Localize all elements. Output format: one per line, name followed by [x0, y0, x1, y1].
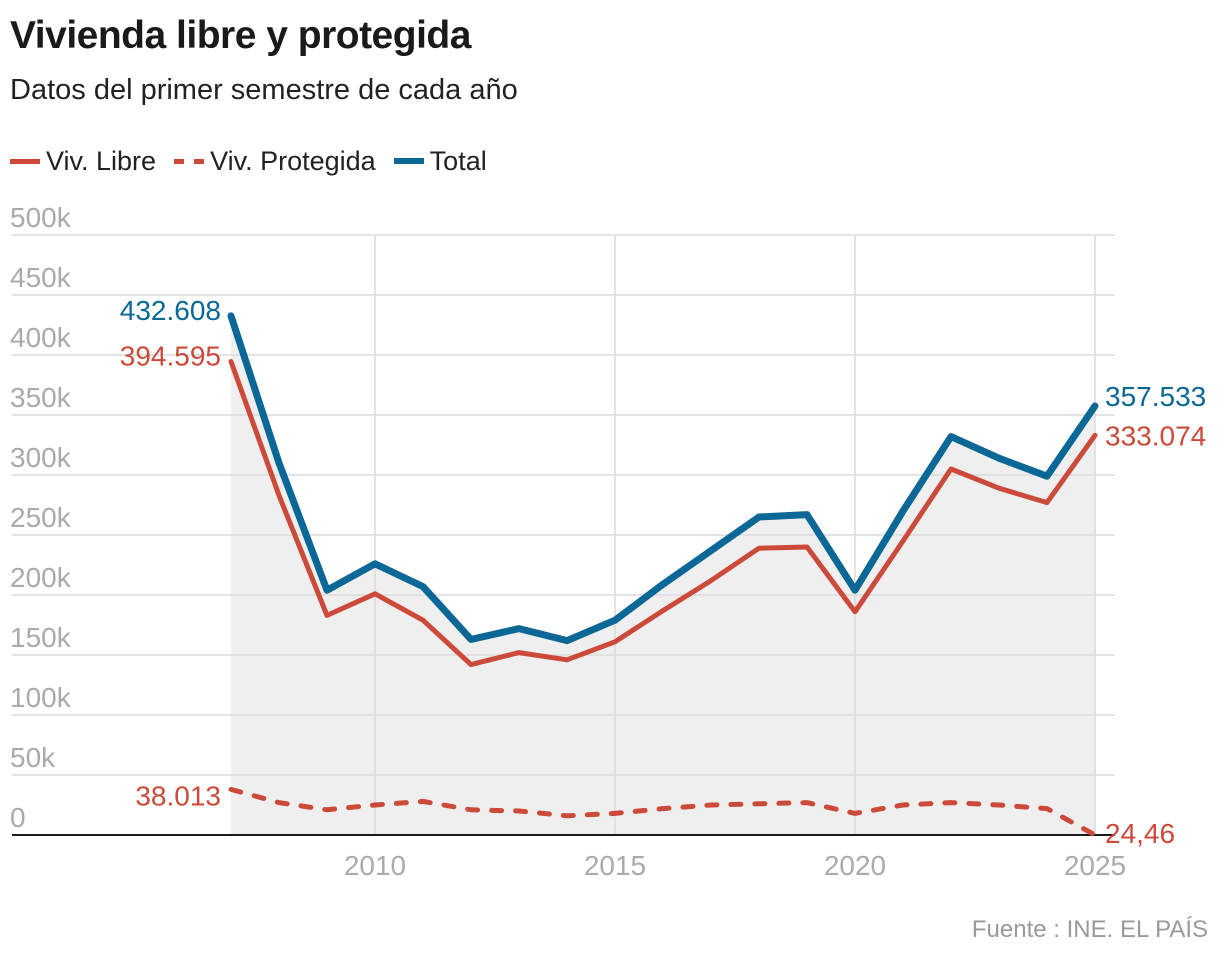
y-tick-label-400k: 400k [10, 322, 72, 353]
series-line-protegida [228, 786, 1098, 838]
y-tick-label-50k: 50k [10, 742, 56, 773]
legend-label-protegida: Viv. Protegida [210, 145, 376, 176]
legend-item-protegida: Viv. Protegida [174, 146, 376, 177]
y-tick-label-500k: 500k [10, 202, 72, 233]
line-chart: 0 50k 100k 150k 200k 250k 300k 350k 400k 450k 500k… [10, 202, 1206, 881]
y-tick-label-200k: 200k [10, 562, 72, 593]
x-tick-label-2020: 2020 [824, 850, 886, 881]
data-label-total-end: 357.533 [1105, 381, 1206, 412]
source-note: Fuente : INE. EL PAÍS [971, 916, 1208, 943]
legend-item-libre: Viv. Libre [10, 146, 156, 177]
x-tick-label-2025: 2025 [1064, 850, 1126, 881]
legend-swatch-total [393, 158, 424, 164]
y-tick-label-100k: 100k [10, 682, 72, 713]
legend-label-total: Total [429, 145, 487, 176]
data-label-libre-end: 333.074 [1105, 420, 1206, 451]
data-label-protegida-start: 38.013 [135, 780, 221, 811]
chart-title: Vivienda libre y protegida [10, 14, 471, 57]
legend: Viv. Libre Viv. Protegida Total [10, 141, 505, 181]
legend-item-total: Total [393, 145, 487, 177]
y-tick-label-150k: 150k [10, 622, 72, 653]
area-under-total [231, 315, 1095, 836]
x-tick-label-2015: 2015 [584, 850, 646, 881]
data-label-libre-start: 394.595 [120, 340, 221, 371]
legend-label-libre: Viv. Libre [46, 145, 157, 176]
y-tick-label-350k: 350k [10, 382, 72, 413]
series-line-total [227, 312, 1099, 645]
x-tick-label-2010: 2010 [344, 850, 406, 881]
data-label-total-start: 432.608 [120, 295, 221, 326]
y-tick-label-0: 0 [10, 802, 26, 833]
legend-swatch-protegida [174, 158, 205, 164]
chart-subtitle: Datos del primer semestre de cada año [10, 74, 518, 106]
legend-swatch-libre [10, 158, 40, 164]
y-tick-label-450k: 450k [10, 262, 72, 293]
y-tick-label-250k: 250k [10, 502, 72, 533]
data-label-protegida-end: 24,46 [1105, 818, 1175, 849]
y-tick-label-300k: 300k [10, 442, 72, 473]
series-line-libre [228, 358, 1098, 668]
